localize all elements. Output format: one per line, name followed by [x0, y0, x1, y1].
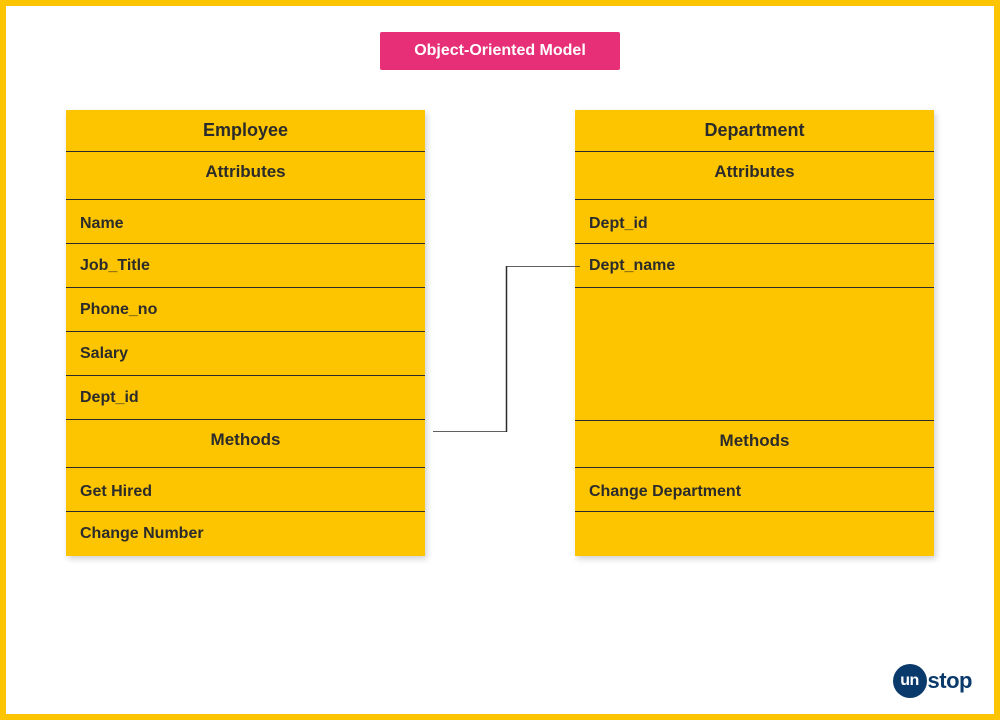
attr-row: Name [66, 200, 425, 244]
diagram-title: Object-Oriented Model [414, 42, 586, 59]
methods-label: Methods [575, 420, 934, 468]
class-box-employee: Employee Attributes Name Job_Title Phone… [66, 110, 425, 556]
class-name: Employee [66, 110, 425, 152]
diagram-frame: Object-Oriented Model Employee Attribute… [0, 0, 1000, 720]
class-box-department: Department Attributes Dept_id Dept_name … [575, 110, 934, 556]
attributes-label: Attributes [66, 152, 425, 200]
attr-row: Dept_name [575, 244, 934, 288]
attr-row: Salary [66, 332, 425, 376]
attributes-label: Attributes [575, 152, 934, 200]
methods-label: Methods [66, 420, 425, 468]
brand-logo: unstop [893, 664, 972, 698]
method-spacer [575, 512, 934, 556]
method-row: Change Number [66, 512, 425, 556]
class-name: Department [575, 110, 934, 152]
attr-row: Job_Title [66, 244, 425, 288]
logo-text: stop [928, 668, 972, 694]
attr-row: Dept_id [575, 200, 934, 244]
diagram-title-chip: Object-Oriented Model [380, 32, 620, 70]
attr-row: Phone_no [66, 288, 425, 332]
method-row: Get Hired [66, 468, 425, 512]
attr-spacer [575, 288, 934, 420]
method-row: Change Department [575, 468, 934, 512]
class-container: Employee Attributes Name Job_Title Phone… [66, 110, 934, 556]
attr-row: Dept_id [66, 376, 425, 420]
logo-badge: un [893, 664, 927, 698]
